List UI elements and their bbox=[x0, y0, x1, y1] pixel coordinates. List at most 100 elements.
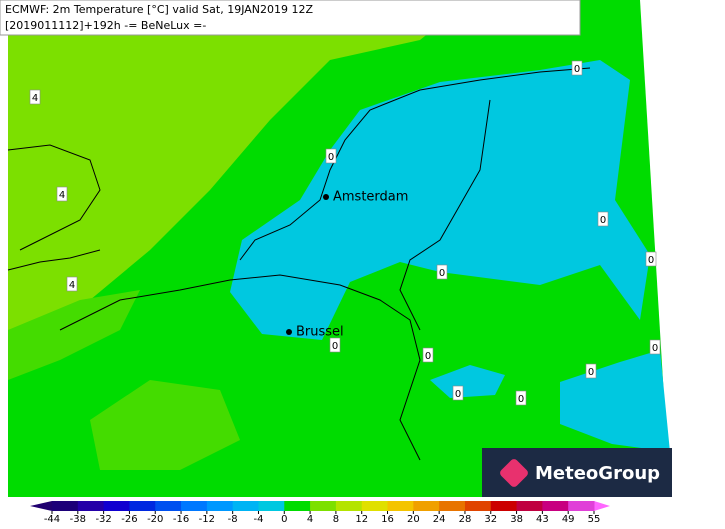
contour-label: 4 bbox=[56, 186, 68, 202]
label-box bbox=[597, 211, 609, 227]
header-line: ECMWF: 2m Temperature [°C] valid Sat, 19… bbox=[5, 3, 313, 16]
label-box bbox=[452, 385, 464, 401]
city-dot bbox=[323, 194, 329, 200]
warm-zone bbox=[8, 0, 470, 335]
logo-icon bbox=[500, 459, 528, 487]
contour-label: 4 bbox=[66, 276, 78, 292]
label-box bbox=[436, 264, 448, 280]
contour-label: 0 bbox=[422, 347, 434, 363]
colorbar-segment bbox=[284, 501, 311, 511]
colorbar-segment bbox=[439, 501, 466, 511]
colorbar-tick-label: 20 bbox=[407, 514, 420, 525]
contour-label: 0 bbox=[325, 148, 337, 164]
colorbar-tick-label: 32 bbox=[484, 514, 497, 525]
contour-label: 0 bbox=[645, 251, 657, 267]
label-text: 0 bbox=[439, 268, 445, 279]
city-label: Brussel bbox=[296, 325, 344, 340]
label-text: 0 bbox=[652, 343, 658, 354]
label-text: 0 bbox=[600, 215, 606, 226]
coastline bbox=[239, 67, 591, 261]
colorbar-arrow bbox=[594, 501, 610, 511]
colorbar-tick-label: 12 bbox=[355, 514, 368, 525]
colorbar-tick-label: 55 bbox=[588, 514, 601, 525]
colorbar-tick-label: -26 bbox=[121, 514, 137, 525]
colorbar-segment bbox=[335, 501, 363, 511]
label-box bbox=[571, 60, 583, 76]
logo-text: MeteoGroup bbox=[535, 463, 660, 484]
label-text: 0 bbox=[648, 255, 654, 266]
colorbar-segment bbox=[413, 501, 440, 511]
contour-label: 0 bbox=[452, 385, 464, 401]
label-box bbox=[329, 337, 341, 353]
contour-label: 0 bbox=[329, 337, 341, 353]
colorbar-tick-label: 49 bbox=[562, 514, 575, 525]
colorbar-segment bbox=[542, 501, 569, 511]
colorbar-tick-label: 4 bbox=[307, 514, 313, 525]
colorbar-segment bbox=[232, 501, 259, 511]
label-box bbox=[649, 339, 661, 355]
colorbar-tick-label: 0 bbox=[281, 514, 287, 525]
colorbar-segment bbox=[129, 501, 156, 511]
label-box bbox=[325, 148, 337, 164]
label-box bbox=[29, 89, 41, 105]
colorbar-segment bbox=[361, 501, 389, 511]
label-box bbox=[66, 276, 78, 292]
colorbar-segment bbox=[52, 501, 79, 511]
colorbar-segment bbox=[103, 501, 130, 511]
colorbar-segment bbox=[181, 501, 208, 511]
contour-label: 0 bbox=[649, 339, 661, 355]
contour-label: 0 bbox=[571, 60, 583, 76]
colorbar-segment bbox=[310, 501, 337, 511]
colorbar-tick-label: 16 bbox=[381, 514, 394, 525]
label-box bbox=[645, 251, 657, 267]
label-text: 4 bbox=[32, 93, 38, 104]
colorbar-tick-label: 24 bbox=[433, 514, 446, 525]
label-text: 0 bbox=[518, 394, 524, 405]
cold-zone bbox=[430, 365, 505, 398]
mild-zone bbox=[90, 380, 240, 470]
colorbar-tick-label: -16 bbox=[173, 514, 189, 525]
header-line: [2019011112]+192h -= BeNeLux =- bbox=[5, 19, 206, 32]
colorbar-segment bbox=[206, 501, 234, 511]
label-text: 0 bbox=[328, 152, 334, 163]
label-box bbox=[515, 390, 527, 406]
label-text: 0 bbox=[455, 389, 461, 400]
contour-label: 4 bbox=[29, 89, 41, 105]
colorbar-tick-label: 8 bbox=[333, 514, 339, 525]
border bbox=[59, 274, 421, 461]
colorbar-tick-label: -20 bbox=[147, 514, 163, 525]
colorbar-arrow bbox=[30, 501, 52, 511]
colorbar-segment bbox=[516, 501, 543, 511]
coastline bbox=[7, 249, 101, 271]
label-text: 4 bbox=[69, 280, 75, 291]
colorbar-tick-label: -12 bbox=[199, 514, 215, 525]
label-text: 0 bbox=[574, 64, 580, 75]
colorbar-tick-label: 43 bbox=[536, 514, 549, 525]
contour-label: 0 bbox=[597, 211, 609, 227]
colorbar-segment bbox=[77, 501, 105, 511]
colorbar-tick-label: -44 bbox=[44, 514, 60, 525]
contour-label: 0 bbox=[436, 264, 448, 280]
colorbar-tick-label: -4 bbox=[253, 514, 263, 525]
label-box bbox=[585, 363, 597, 379]
colorbar-tick-label: 28 bbox=[459, 514, 472, 525]
label-box bbox=[422, 347, 434, 363]
colorbar-tick-label: -8 bbox=[228, 514, 238, 525]
coastline bbox=[7, 144, 101, 251]
mild-zone bbox=[8, 290, 140, 380]
colorbar-segment bbox=[258, 501, 285, 511]
colorbar-segment bbox=[568, 501, 595, 511]
colorbar-tick-label: -38 bbox=[70, 514, 86, 525]
colorbar-segment bbox=[155, 501, 182, 511]
city-dot bbox=[286, 329, 292, 335]
contour-label: 0 bbox=[585, 363, 597, 379]
colorbar-segment bbox=[464, 501, 492, 511]
label-text: 0 bbox=[332, 341, 338, 352]
city-label: Amsterdam bbox=[333, 190, 408, 205]
contour-label: 0 bbox=[515, 390, 527, 406]
colorbar-tick-label: -32 bbox=[95, 514, 111, 525]
header-box bbox=[0, 0, 581, 36]
colorbar-tick-label: 38 bbox=[510, 514, 523, 525]
cold-zone bbox=[230, 60, 650, 340]
label-text: 0 bbox=[588, 367, 594, 378]
